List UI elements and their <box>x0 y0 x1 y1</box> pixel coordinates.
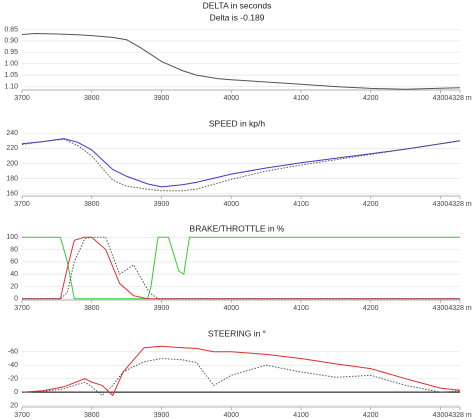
y-tick-label: 220 <box>6 145 18 152</box>
series-line <box>21 138 461 192</box>
x-tick-label: 4328 m <box>448 201 472 208</box>
y-tick-label: 40 <box>10 271 18 278</box>
x-tick-label: 4000 <box>223 95 239 102</box>
x-tick-label: 4100 <box>293 95 309 102</box>
x-tick-label: 3900 <box>154 305 170 312</box>
y-tick-label: 0.90 <box>4 38 18 45</box>
x-tick-label: 4100 <box>293 201 309 208</box>
x-tick-label: 3700 <box>14 95 30 102</box>
series-line <box>21 357 461 397</box>
x-tick-label: 3900 <box>154 201 170 208</box>
y-tick-label: 1.00 <box>4 61 18 68</box>
x-tick-label: 4200 <box>363 95 379 102</box>
y-tick-label: 180 <box>6 175 18 182</box>
chart-title: DELTA in seconds <box>203 0 272 10</box>
x-tick-label: 4000 <box>223 412 239 419</box>
y-tick-label: 60 <box>10 259 18 266</box>
x-tick-label: 4200 <box>363 412 379 419</box>
series-line <box>22 236 460 300</box>
chart-title: STEERING in ° <box>208 328 266 338</box>
y-tick-label: -20 <box>8 376 18 383</box>
y-tick-label: 240 <box>6 130 18 137</box>
y-tick-label: 0.95 <box>4 49 18 56</box>
x-tick-label: 4000 <box>223 201 239 208</box>
y-tick-label: 100 <box>6 234 18 241</box>
y-tick-label: 160 <box>6 191 18 198</box>
x-tick-label: 4328 m <box>448 305 472 312</box>
x-tick-label: 4000 <box>223 305 239 312</box>
y-tick-label: -60 <box>8 349 18 356</box>
x-tick-label: 3800 <box>84 201 100 208</box>
y-tick-label: 1.10 <box>4 83 18 90</box>
x-tick-label: 4100 <box>293 412 309 419</box>
x-tick-label: 3900 <box>154 412 170 419</box>
y-tick-label: 20 <box>10 283 18 290</box>
y-tick-label: 0 <box>14 296 18 303</box>
x-tick-label: 3800 <box>84 412 100 419</box>
x-tick-label: 3700 <box>14 305 30 312</box>
y-tick-label: 80 <box>10 246 18 253</box>
x-tick-label: 3700 <box>14 201 30 208</box>
y-tick-label: 0 <box>14 389 18 396</box>
y-tick-label: 200 <box>6 160 18 167</box>
y-tick-label: 1.05 <box>4 72 18 79</box>
chart-subtitle: Delta is -0.189 <box>210 12 265 22</box>
x-tick-label: 3900 <box>154 95 170 102</box>
x-tick-label: 3800 <box>84 95 100 102</box>
series-line <box>22 236 460 300</box>
x-tick-label: 4300 <box>433 95 449 102</box>
x-tick-label: 4328 m <box>448 412 472 419</box>
y-tick-label: 20 <box>10 402 18 409</box>
series-line <box>21 345 461 397</box>
x-tick-label: 3800 <box>84 305 100 312</box>
series-line <box>22 236 460 300</box>
series-line <box>21 138 461 188</box>
x-tick-label: 4300 <box>433 412 449 419</box>
x-tick-label: 3700 <box>14 412 30 419</box>
series-line <box>21 32 461 90</box>
y-tick-label: -40 <box>8 362 18 369</box>
x-tick-label: 4328 m <box>448 95 472 102</box>
x-tick-label: 4300 <box>433 201 449 208</box>
chart-title: BRAKE/THROTTLE in % <box>190 223 285 233</box>
x-tick-label: 4100 <box>293 305 309 312</box>
x-tick-label: 4300 <box>433 305 449 312</box>
x-tick-label: 4200 <box>363 305 379 312</box>
y-tick-label: 0.85 <box>4 26 18 33</box>
x-tick-label: 4200 <box>363 201 379 208</box>
chart-title: SPEED in kp/h <box>209 118 265 128</box>
